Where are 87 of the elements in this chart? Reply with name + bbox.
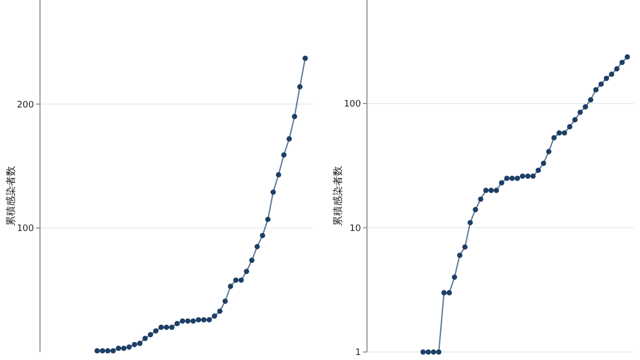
point [281, 152, 287, 158]
y-tick-label: 100 [16, 224, 34, 234]
y-axis-title: 累積感染者数 [332, 166, 344, 226]
point [137, 340, 142, 346]
point [169, 324, 174, 330]
point [562, 130, 568, 136]
point [222, 298, 228, 304]
point [297, 84, 303, 90]
point [530, 174, 536, 179]
point [551, 135, 557, 140]
point [233, 277, 238, 283]
point [201, 317, 206, 322]
point [619, 60, 625, 66]
point [483, 188, 489, 193]
point [546, 148, 552, 154]
y-tick-label: 200 [16, 100, 34, 110]
y-tick-label: 10 [350, 224, 362, 234]
point [105, 348, 110, 354]
point [608, 72, 614, 77]
point [572, 117, 578, 122]
point [520, 174, 526, 179]
point [164, 324, 170, 330]
point [468, 220, 473, 226]
point [588, 97, 594, 102]
point [420, 349, 426, 355]
point [126, 344, 132, 350]
point [462, 244, 468, 250]
point [116, 346, 122, 351]
point [110, 348, 116, 354]
point [153, 328, 158, 334]
point [260, 232, 266, 238]
point [254, 244, 260, 250]
point [446, 290, 452, 296]
point [598, 82, 604, 87]
point [276, 172, 282, 178]
point [582, 104, 588, 110]
point [452, 274, 458, 280]
y-tick-label: 100 [344, 100, 362, 110]
point [244, 268, 250, 274]
point [185, 318, 190, 324]
point [174, 320, 180, 326]
point [578, 110, 583, 115]
point [292, 114, 298, 120]
point [624, 54, 630, 60]
point [430, 349, 436, 355]
point [436, 349, 442, 355]
point [536, 168, 541, 173]
point [265, 216, 270, 222]
y-axis-title: 累積感染者数 [5, 166, 17, 226]
point [567, 124, 572, 130]
point [540, 160, 546, 166]
point [206, 317, 212, 322]
point [228, 284, 234, 289]
point [196, 317, 202, 322]
point [498, 180, 504, 186]
point [142, 336, 148, 342]
point [217, 308, 222, 314]
point [514, 176, 520, 181]
point [488, 188, 494, 193]
point [249, 258, 254, 263]
point [457, 252, 462, 258]
point [270, 189, 276, 195]
point [478, 196, 484, 202]
point [302, 56, 308, 61]
point [158, 324, 164, 330]
point [94, 348, 100, 354]
point [509, 176, 515, 181]
point [286, 136, 292, 142]
point [100, 348, 106, 354]
point [525, 174, 530, 179]
point [121, 346, 126, 351]
point [614, 66, 620, 72]
point [504, 176, 510, 181]
point [472, 206, 478, 212]
point [604, 76, 610, 82]
point [494, 188, 500, 193]
point [593, 87, 599, 92]
point [212, 313, 218, 319]
point [190, 318, 196, 324]
point [238, 277, 244, 283]
point [441, 290, 447, 296]
point [132, 342, 138, 348]
point [148, 332, 154, 338]
point [556, 130, 562, 136]
point [426, 349, 431, 355]
y-tick-label: 1 [355, 348, 361, 358]
point [180, 318, 186, 324]
